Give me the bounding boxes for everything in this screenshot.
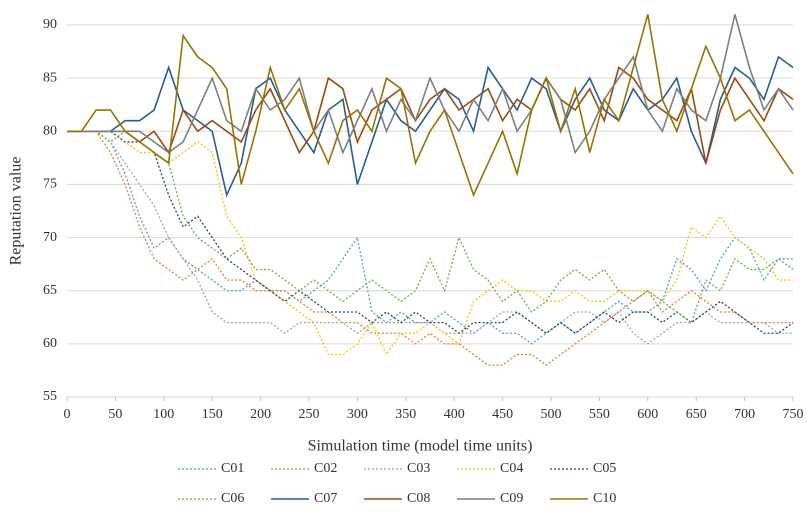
x-tick-label: 250 <box>299 407 320 422</box>
x-tick-label: 400 <box>444 407 465 422</box>
x-tick-label: 200 <box>250 407 271 422</box>
series-line <box>67 130 793 345</box>
x-tick-label: 450 <box>492 407 513 422</box>
series-line <box>67 130 794 324</box>
series-line <box>67 130 793 366</box>
series-line <box>67 14 794 198</box>
x-tick-label: 650 <box>686 407 707 422</box>
legend-label: C10 <box>593 491 616 506</box>
y-tick-label: 85 <box>43 70 57 85</box>
y-tick-label: 75 <box>43 177 57 192</box>
x-tick-label: 350 <box>395 407 416 422</box>
legend-label: C07 <box>314 491 337 506</box>
x-tick-label: 150 <box>202 407 223 422</box>
legend-label: C02 <box>314 461 337 476</box>
x-tick-label: 50 <box>108 407 122 422</box>
legend-label: C08 <box>407 491 430 506</box>
x-tick-label: 100 <box>153 407 174 422</box>
x-tick-label: 700 <box>734 407 755 422</box>
y-tick-label: 55 <box>43 389 57 404</box>
y-tick-label: 80 <box>43 124 57 139</box>
legend-label: C09 <box>500 491 523 506</box>
y-tick-label: 90 <box>43 17 57 32</box>
series-line <box>67 14 794 155</box>
y-tick-label: 70 <box>43 230 57 245</box>
legend-label: C05 <box>593 461 616 476</box>
series-line <box>67 66 794 164</box>
x-tick-label: 0 <box>64 407 71 422</box>
x-tick-label: 500 <box>541 407 562 422</box>
series-line <box>67 130 794 335</box>
y-axis-title: Reputation value <box>8 157 25 266</box>
legend-label: C03 <box>407 461 430 476</box>
legend-label: C01 <box>221 461 244 476</box>
x-tick-label: 600 <box>637 407 658 422</box>
x-axis-title: Simulation time (model time units) <box>308 438 533 455</box>
y-tick-label: 65 <box>43 283 57 298</box>
y-tick-label: 60 <box>43 336 57 351</box>
x-tick-label: 300 <box>347 407 368 422</box>
legend-label: C06 <box>221 491 244 506</box>
x-tick-label: 550 <box>589 407 610 422</box>
series-line <box>67 130 793 356</box>
legend-label: C04 <box>500 461 523 476</box>
x-tick-label: 750 <box>783 407 804 422</box>
series-line <box>67 55 794 198</box>
